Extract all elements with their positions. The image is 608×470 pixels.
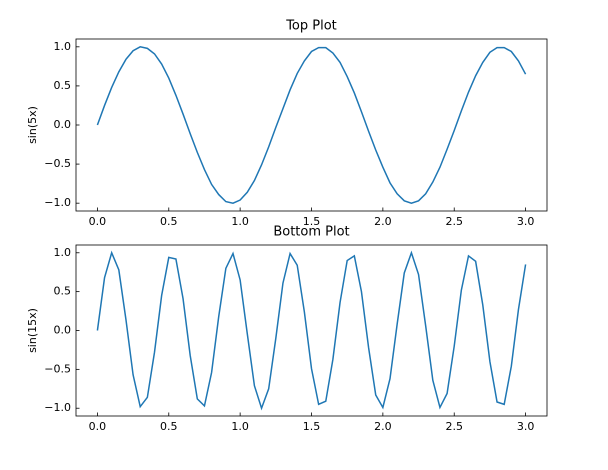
y-tick-label: −1.0	[44, 196, 71, 209]
y-axis-label: sin(5x)	[26, 106, 39, 144]
x-tick-label: 3.0	[517, 215, 535, 228]
x-tick-label: 0.0	[89, 420, 107, 433]
x-tick-label: 0.5	[160, 420, 178, 433]
x-tick-label: 2.0	[374, 420, 392, 433]
x-tick-label: 1.0	[231, 420, 249, 433]
y-tick-label: 0.5	[54, 285, 72, 298]
x-tick-label: 3.0	[517, 420, 535, 433]
y-tick-label: −1.0	[44, 401, 71, 414]
x-tick-label: 1.5	[303, 420, 321, 433]
y-tick-label: 1.0	[54, 246, 72, 259]
y-tick-label: 0.5	[54, 79, 72, 92]
y-tick-label: 0.0	[54, 324, 72, 337]
y-tick-label: 0.0	[54, 118, 72, 131]
x-tick-label: 0.5	[160, 215, 178, 228]
line	[96, 250, 527, 411]
x-tick-label: 1.5	[303, 215, 321, 228]
x-tick-label: 2.5	[445, 215, 463, 228]
axes-frame	[75, 38, 548, 212]
x-tick-label: 2.0	[374, 215, 392, 228]
chart-title: Bottom Plot	[273, 225, 349, 240]
y-tick-label: 1.0	[54, 40, 72, 53]
chart-title: Top Plot	[285, 19, 337, 34]
line	[96, 46, 527, 204]
x-tick-label: 1.0	[231, 215, 249, 228]
x-tick-label: 0.0	[89, 215, 107, 228]
y-tick-label: −0.5	[44, 157, 71, 170]
y-tick-label: −0.5	[44, 362, 71, 375]
y-axis-label: sin(15x)	[26, 308, 39, 353]
axes-frame	[75, 244, 548, 417]
x-tick-label: 2.5	[445, 420, 463, 433]
